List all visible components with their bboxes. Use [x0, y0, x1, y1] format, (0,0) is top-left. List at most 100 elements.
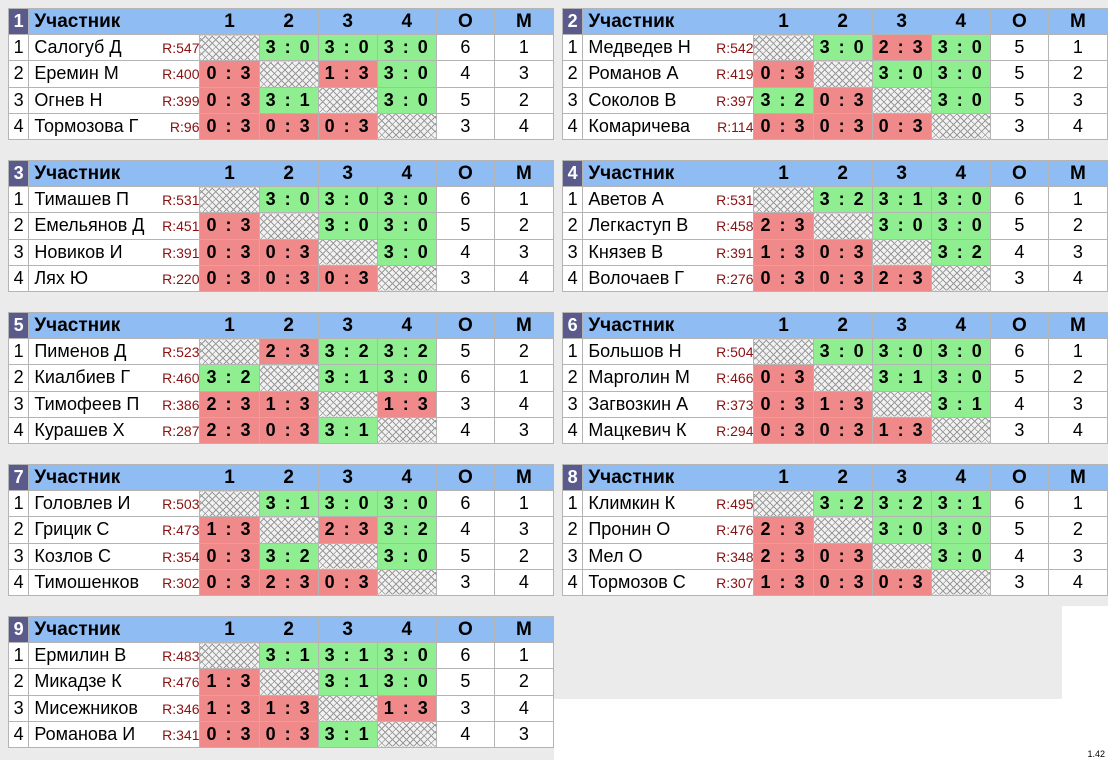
place-cell: 3 [1047, 238, 1108, 266]
player-cell[interactable]: Козлов С R:354 [28, 542, 201, 570]
score-win: 3 : 0 [376, 364, 437, 392]
column-header: 4 [930, 463, 991, 492]
row-number: 4 [7, 568, 30, 596]
player-rating: R:294 [716, 422, 754, 439]
place-cell: 1 [1047, 338, 1108, 366]
player-cell[interactable]: Марголин М R:466 [582, 364, 755, 392]
player-cell[interactable]: Курашев Х R:287 [28, 416, 201, 444]
player-cell[interactable]: Князев В R:391 [582, 238, 755, 266]
group-number: 8 [561, 463, 584, 492]
score-loss: 1 : 3 [753, 238, 814, 266]
player-cell[interactable]: Тормозова Г R:96 [28, 112, 201, 140]
row-number: 4 [7, 112, 30, 140]
column-header: 4 [376, 311, 437, 340]
place-cell: 2 [1047, 60, 1108, 88]
score-win: 3 : 2 [812, 186, 873, 214]
player-cell[interactable]: Мисежников R:346 [28, 694, 201, 722]
player-cell[interactable]: Соколов В R:397 [582, 86, 755, 114]
player-cell[interactable]: Комаричева R:114 [582, 112, 755, 140]
points-cell: 5 [435, 338, 495, 366]
version-label: 1.42 [1087, 749, 1105, 759]
player-name: Марголин М [588, 367, 690, 388]
player-cell[interactable]: Пименов Д R:523 [28, 338, 201, 366]
points-cell: 4 [989, 238, 1049, 266]
player-cell[interactable]: Романов А R:419 [582, 60, 755, 88]
score-win: 3 : 1 [317, 642, 378, 670]
column-header: 2 [258, 311, 319, 340]
player-name: Огнев Н [34, 89, 103, 110]
score-win: 3 : 2 [376, 338, 437, 366]
player-rating: R:276 [716, 270, 754, 287]
player-name: Загвозкин А [588, 393, 689, 414]
player-cell[interactable]: Лях Ю R:220 [28, 264, 201, 292]
player-cell[interactable]: Тимофеев П R:386 [28, 390, 201, 418]
row-number: 4 [561, 264, 584, 292]
player-cell[interactable]: Ермилин В R:483 [28, 642, 201, 670]
score-win: 3 : 0 [930, 212, 991, 240]
player-cell[interactable]: Головлев И R:503 [28, 490, 201, 518]
player-cell[interactable]: Киалбиев Г R:460 [28, 364, 201, 392]
player-name: Курашев Х [34, 419, 125, 440]
player-cell[interactable]: Медведев Н R:542 [582, 34, 755, 62]
player-name: Микадзе К [34, 671, 122, 692]
self-match-cell [258, 212, 319, 240]
player-cell[interactable]: Легкаступ В R:458 [582, 212, 755, 240]
player-name: Большов Н [588, 341, 682, 362]
player-rating: R:473 [162, 522, 200, 539]
player-cell[interactable]: Емельянов Д R:451 [28, 212, 201, 240]
self-match-cell [317, 390, 378, 418]
score-loss: 2 : 3 [871, 264, 932, 292]
player-cell[interactable]: Тормозов С R:307 [582, 568, 755, 596]
player-cell[interactable]: Мел О R:348 [582, 542, 755, 570]
header-row: 7 Участник 1 2 3 4 О М [7, 463, 555, 492]
points-cell: 5 [435, 86, 495, 114]
player-cell[interactable]: Загвозкин А R:373 [582, 390, 755, 418]
player-cell[interactable]: Микадзе К R:476 [28, 668, 201, 696]
score-win: 3 : 0 [376, 238, 437, 266]
column-header: 4 [930, 7, 991, 36]
player-cell[interactable]: Аветов А R:531 [582, 186, 755, 214]
player-rating: R:476 [716, 522, 754, 539]
player-rating: R:504 [716, 344, 754, 361]
score-loss: 2 : 3 [753, 516, 814, 544]
player-cell[interactable]: Мацкевич К R:294 [582, 416, 755, 444]
player-cell[interactable]: Волочаев Г R:276 [582, 264, 755, 292]
place-cell: 1 [493, 34, 555, 62]
player-cell[interactable]: Огнев Н R:399 [28, 86, 201, 114]
player-rating: R:96 [169, 118, 200, 135]
header-row: 3 Участник 1 2 3 4 О М [7, 159, 555, 188]
header-row: 6 Участник 1 2 3 4 О М [561, 311, 1108, 340]
participant-header: Участник [28, 7, 201, 36]
score-win: 3 : 2 [871, 490, 932, 518]
column-header: М [493, 463, 555, 492]
score-win: 3 : 0 [871, 212, 932, 240]
column-header: О [989, 7, 1049, 36]
column-header: 1 [753, 463, 814, 492]
player-cell[interactable]: Еремин М R:400 [28, 60, 201, 88]
player-cell[interactable]: Романова И R:341 [28, 720, 201, 748]
player-cell[interactable]: Салогуб Д R:547 [28, 34, 201, 62]
place-cell: 2 [493, 338, 555, 366]
player-name: Лях Ю [34, 267, 89, 288]
player-name: Тимофеев П [34, 393, 140, 414]
player-cell[interactable]: Пронин О R:476 [582, 516, 755, 544]
column-header: 2 [812, 7, 873, 36]
player-cell[interactable]: Тимошенков R:302 [28, 568, 201, 596]
player-cell[interactable]: Новиков И R:391 [28, 238, 201, 266]
player-cell[interactable]: Большов Н R:504 [582, 338, 755, 366]
column-header: 4 [376, 463, 437, 492]
score-loss: 0 : 3 [199, 238, 260, 266]
player-cell[interactable]: Грицик С R:473 [28, 516, 201, 544]
player-cell[interactable]: Климкин К R:495 [582, 490, 755, 518]
player-cell[interactable]: Тимашев П R:531 [28, 186, 201, 214]
